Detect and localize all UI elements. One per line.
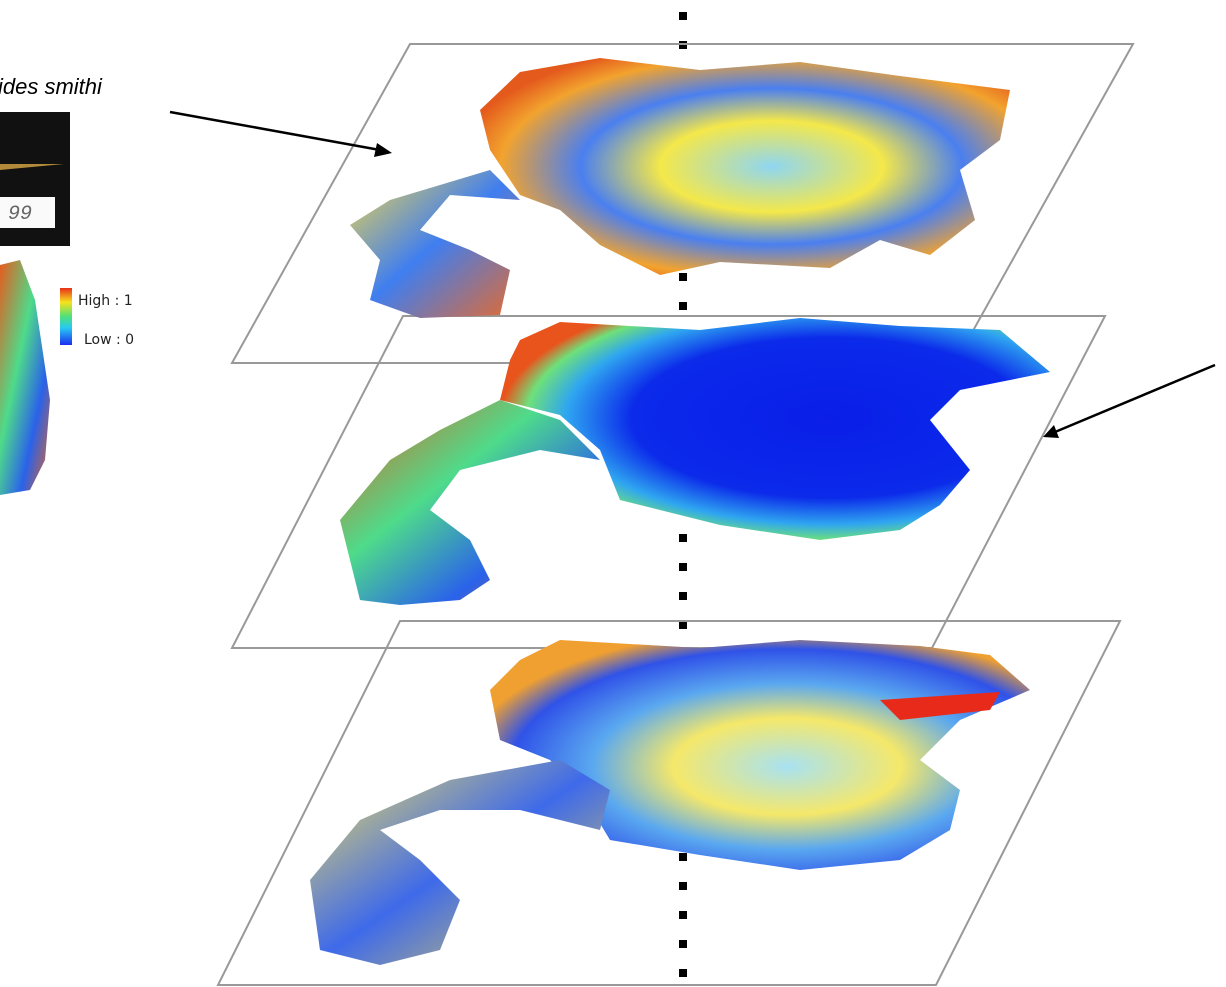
- map-middle: [500, 318, 1050, 540]
- map-middle-tail: [340, 400, 600, 605]
- legend-high: High : 1: [78, 293, 133, 309]
- figure: ides smithi 99 High : 1 Low : 0: [0, 0, 1226, 987]
- arrow: [170, 112, 380, 150]
- specimen-label: 99: [8, 203, 32, 226]
- map-fragment: [0, 260, 50, 495]
- map-top-tail: [350, 170, 520, 318]
- map-bottom-tail: [310, 760, 610, 965]
- page: {"caption": {"species": "ides smithi"}, …: [0, 0, 1226, 987]
- map-bottom: [490, 640, 1030, 870]
- arrow: [1055, 365, 1215, 432]
- arrow-head: [374, 143, 392, 157]
- legend-low: Low : 0: [84, 332, 134, 348]
- color-bar: [60, 288, 72, 345]
- map-top: [480, 58, 1010, 275]
- species-name: ides smithi: [0, 74, 103, 99]
